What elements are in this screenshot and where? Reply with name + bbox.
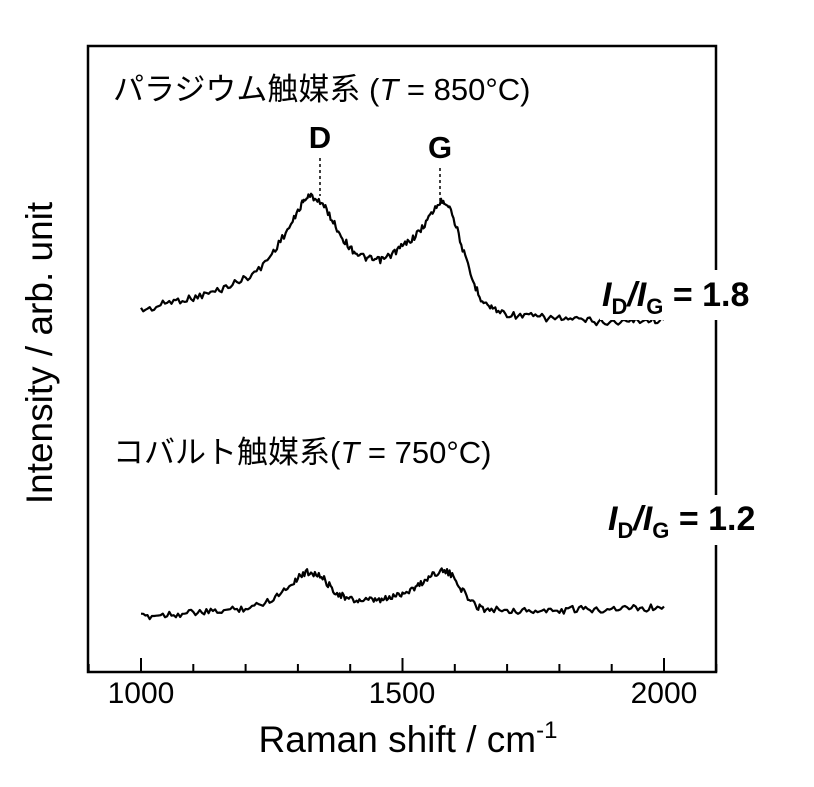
x-ticks xyxy=(87,658,718,672)
ratio-bottom-den: I xyxy=(643,500,654,538)
ratio-bottom-value: 1.2 xyxy=(708,500,755,538)
ratio-bottom-slash: / xyxy=(631,500,646,538)
series-label-cobalt-prefix: コバルト触媒系( xyxy=(113,435,341,470)
series-label-palladium-suffix: = 850°C) xyxy=(398,72,530,107)
series-label-cobalt-var: T xyxy=(340,435,361,470)
peak-label-g: G xyxy=(428,130,452,165)
series-label-palladium-prefix: パラジウム触媒系 ( xyxy=(113,72,380,107)
x-tick-label-1000: 1000 xyxy=(108,677,175,710)
x-tick-label-1500: 1500 xyxy=(369,677,436,710)
series-line-cobalt xyxy=(140,567,665,621)
ratio-top-value: 1.8 xyxy=(702,276,749,314)
ratio-bottom-num-sub: D xyxy=(617,518,633,543)
ratio-label-cobalt: ID/IG = 1.2 xyxy=(608,500,755,543)
peak-label-d: D xyxy=(309,120,331,155)
ratio-bottom-num: I xyxy=(608,500,619,538)
ratio-top-num-sub: D xyxy=(611,294,627,319)
x-axis-title-text: Raman shift / cm xyxy=(259,719,537,760)
ratio-top-den: I xyxy=(637,276,648,314)
ratio-top-eq: = xyxy=(663,276,702,314)
series-label-cobalt: コバルト触媒系(T = 750°C) xyxy=(113,435,491,470)
ratio-bottom-eq: = xyxy=(669,500,708,538)
ratio-bottom-den-sub: G xyxy=(652,518,669,543)
y-axis-title: Intensity / arb. unit xyxy=(19,201,60,504)
ratio-top-slash: / xyxy=(625,276,640,314)
series-label-palladium: パラジウム触媒系 (T = 850°C) xyxy=(113,72,530,107)
x-tick-label-2000: 2000 xyxy=(631,677,698,710)
ratio-label-palladium: ID/IG = 1.8 xyxy=(602,276,749,319)
ratio-top-num: I xyxy=(602,276,613,314)
ratio-mask-bottom xyxy=(600,495,790,545)
x-axis-title-superscript: -1 xyxy=(536,717,557,744)
ratio-top-den-sub: G xyxy=(646,294,663,319)
x-axis-title: Raman shift / cm-1 xyxy=(259,717,558,760)
series-label-cobalt-suffix: = 750°C) xyxy=(359,435,491,470)
series-line-palladium xyxy=(140,192,665,327)
plot-frame xyxy=(86,44,718,674)
ratio-mask-top xyxy=(600,270,790,320)
series-label-palladium-var: T xyxy=(379,72,400,107)
